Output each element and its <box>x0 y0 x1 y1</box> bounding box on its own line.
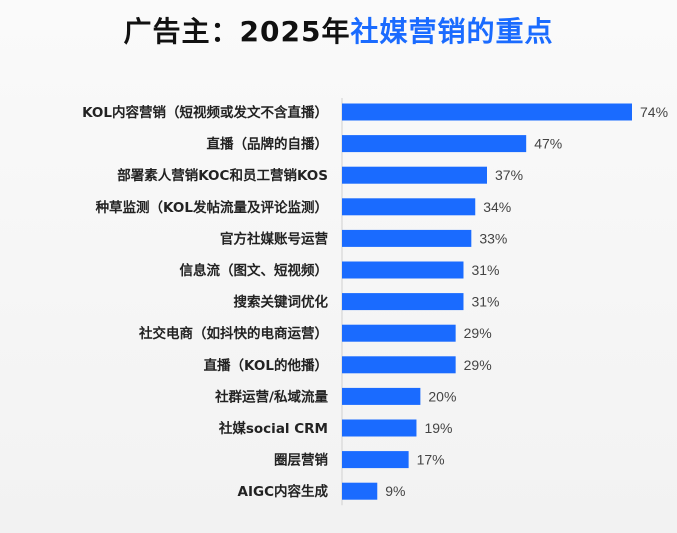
category-label: 官方社媒账号运营 <box>220 230 328 247</box>
value-label: 34% <box>483 199 511 215</box>
value-label: 17% <box>417 452 445 468</box>
bar <box>342 387 421 405</box>
category-label: 圈层营销 <box>274 452 328 469</box>
value-label: 33% <box>479 230 507 246</box>
title-main: 广告主：2025年 <box>123 15 351 48</box>
value-label: 9% <box>385 483 405 499</box>
value-label: 19% <box>424 420 452 436</box>
category-label: KOL内容营销（短视频或发文不含直播） <box>82 104 328 121</box>
bar <box>342 482 378 500</box>
bar <box>342 324 456 342</box>
bar <box>342 451 409 469</box>
category-label: 搜索关键词优化 <box>234 294 329 311</box>
value-label: 47% <box>534 136 562 152</box>
bar <box>342 229 472 247</box>
bar <box>342 198 476 216</box>
value-label: 37% <box>495 167 523 183</box>
value-label: 29% <box>464 325 492 341</box>
value-label: 29% <box>464 357 492 373</box>
title-highlight: 社媒营销的重点 <box>350 15 554 48</box>
bar <box>342 356 456 374</box>
value-label: 31% <box>471 294 499 310</box>
category-label: 直播（KOL的他播） <box>204 357 328 374</box>
category-label: 直播（品牌的自播） <box>207 136 329 153</box>
category-label: 社媒social CRM <box>218 420 328 437</box>
category-label: 种草监测（KOL发帖流量及评论监测） <box>95 199 328 216</box>
bar <box>342 166 487 184</box>
value-label: 31% <box>471 262 499 278</box>
value-label: 74% <box>640 104 668 120</box>
value-label: 20% <box>428 388 456 404</box>
bar <box>342 419 417 437</box>
bar <box>342 293 464 311</box>
bar <box>342 261 464 279</box>
category-label: 社交电商（如抖快的电商运营） <box>138 325 328 342</box>
category-label: 信息流（图文、短视频） <box>180 262 329 279</box>
bar <box>342 135 527 153</box>
category-label: AIGC内容生成 <box>238 483 329 500</box>
chart-title: 广告主：2025年社媒营销的重点 <box>0 10 677 54</box>
bar <box>342 103 632 121</box>
category-label: 部署素人营销KOC和员工营销KOS <box>117 167 328 184</box>
category-label: 社群运营/私域流量 <box>214 388 328 405</box>
